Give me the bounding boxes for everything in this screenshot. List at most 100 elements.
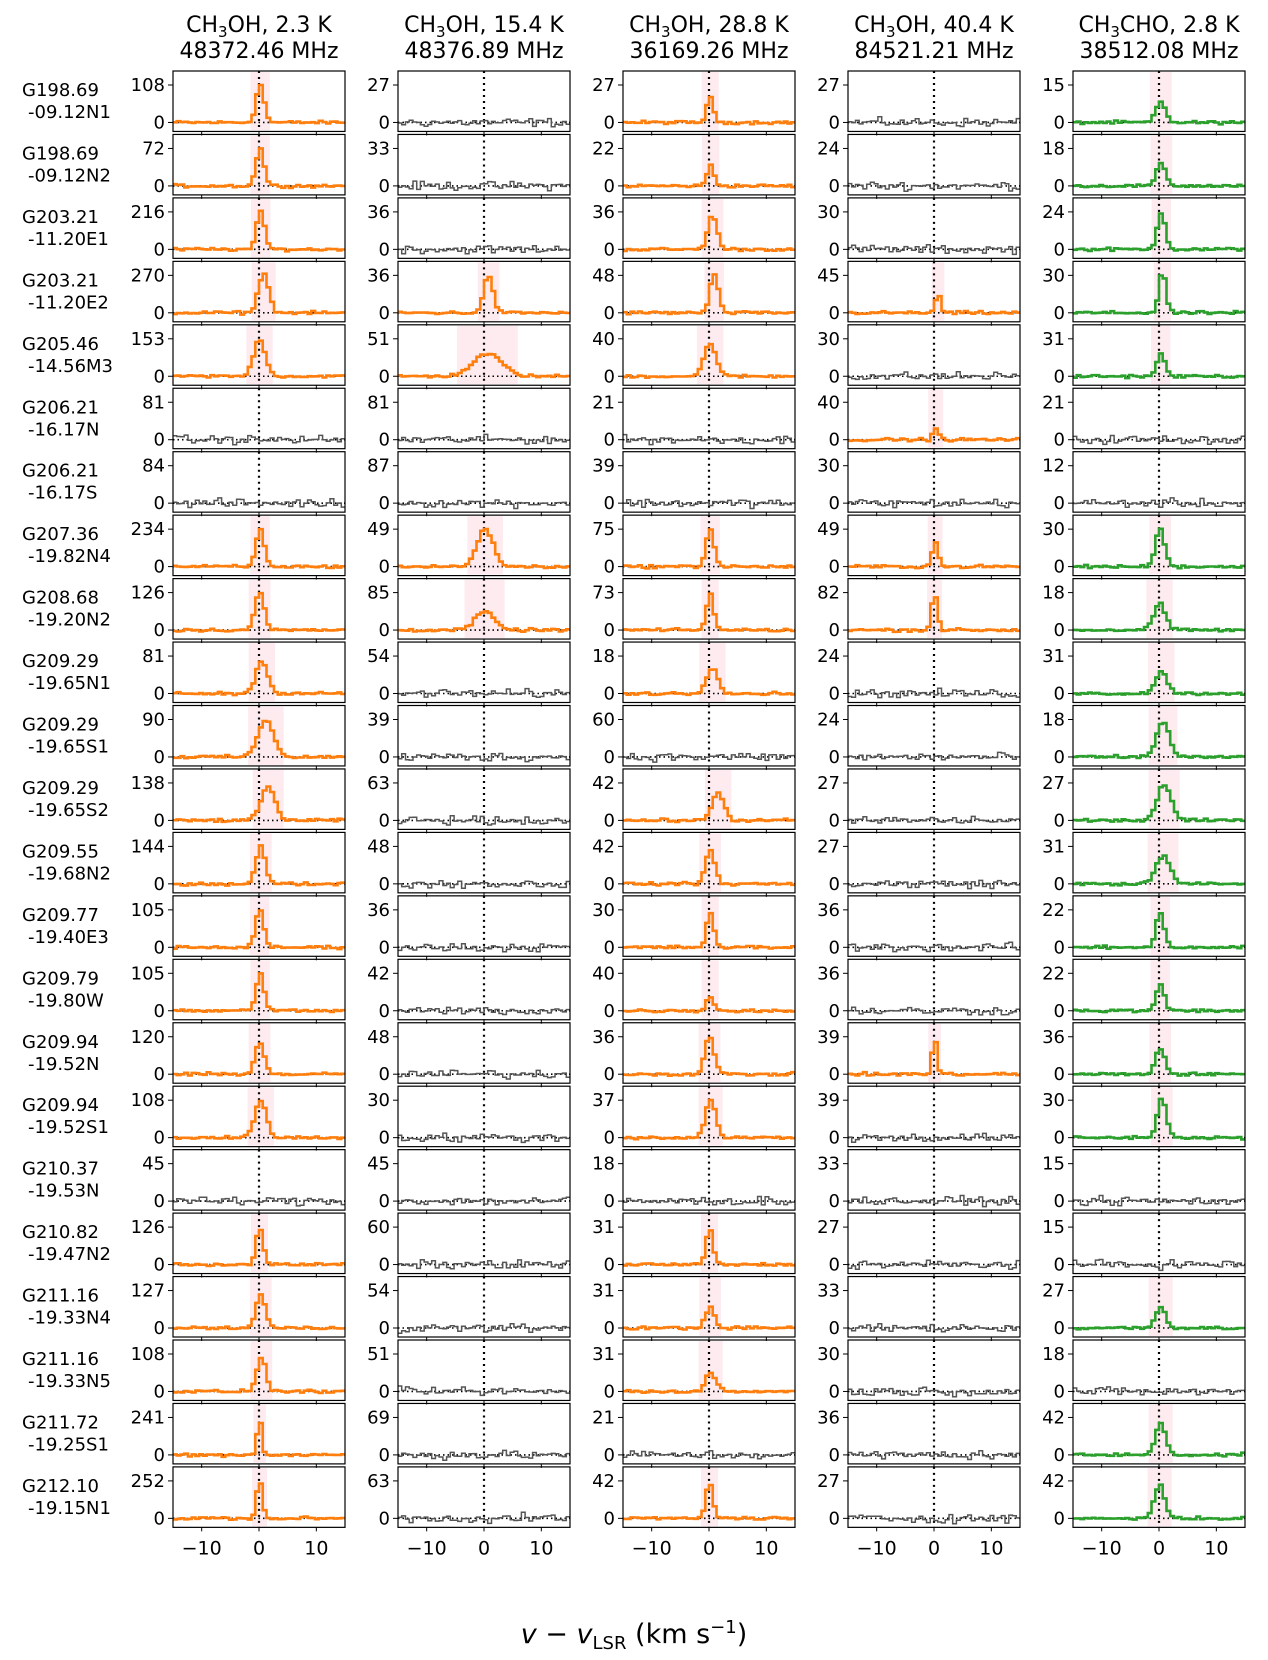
spectrum-trace bbox=[173, 909, 345, 951]
y-tick-label: 48 bbox=[367, 836, 390, 857]
column-frequency-3: 36169.26 MHz bbox=[629, 39, 788, 64]
y-tick-label: 0 bbox=[379, 430, 390, 451]
y-tick-label: 0 bbox=[829, 1318, 840, 1339]
y-tick-label: 0 bbox=[379, 1445, 390, 1466]
spectrum-trace bbox=[173, 1196, 345, 1207]
y-tick-label: 0 bbox=[154, 1255, 165, 1276]
spectrum-panel: 0 42 bbox=[592, 831, 796, 897]
y-tick-label: 39 bbox=[367, 710, 390, 731]
line-window bbox=[467, 516, 503, 575]
spectrum-trace bbox=[1073, 670, 1245, 697]
y-tick-label: 252 bbox=[131, 1471, 165, 1492]
y-tick-label: 0 bbox=[604, 874, 615, 895]
spectrum-trace bbox=[173, 209, 345, 253]
line-window bbox=[701, 198, 724, 258]
spectrum-panel: 0 27 bbox=[1042, 1275, 1246, 1341]
x-axes: −10 0 10 −10 0 10 −10 0 10 −10 0 10 −10 0 10 bbox=[182, 1537, 1229, 1559]
spectrum-panel: 0 18 bbox=[1042, 704, 1246, 770]
spectrum-panel: 0 27 bbox=[817, 831, 1021, 897]
spectrum-trace bbox=[623, 95, 795, 126]
spectrum-trace bbox=[848, 1386, 1020, 1398]
y-tick-label: 0 bbox=[154, 1445, 165, 1466]
y-tick-label: 0 bbox=[1054, 112, 1065, 133]
spectrum-panel: 0 39 bbox=[592, 451, 796, 517]
y-tick-label: 108 bbox=[131, 1090, 165, 1111]
source-label: G208.68 -19.20N2 bbox=[22, 588, 111, 631]
spectrum-panel: 0 37 bbox=[592, 1085, 796, 1151]
y-tick-label: 42 bbox=[1042, 1471, 1065, 1492]
source-label: G203.21 -11.20E2 bbox=[22, 270, 109, 313]
spectrum-panel: 0 24 bbox=[817, 641, 1021, 707]
column-frequency-2: 48376.89 MHz bbox=[404, 39, 563, 64]
spectrum-trace bbox=[848, 1259, 1020, 1270]
y-tick-label: 42 bbox=[367, 963, 390, 984]
y-tick-label: 0 bbox=[154, 1318, 165, 1339]
source-label: G211.72 -19.25S1 bbox=[22, 1412, 109, 1455]
spectrum-trace bbox=[173, 83, 345, 125]
y-tick-label: 0 bbox=[1054, 1255, 1065, 1276]
y-tick-label: 0 bbox=[154, 430, 165, 451]
y-tick-label: 0 bbox=[379, 1128, 390, 1149]
source-label: G209.94 -19.52N bbox=[22, 1032, 100, 1075]
y-tick-label: 82 bbox=[817, 583, 840, 604]
y-tick-label: 0 bbox=[154, 810, 165, 831]
spectrum-panel: 0 27 bbox=[817, 1212, 1021, 1278]
y-tick-label: 30 bbox=[817, 456, 840, 477]
spectrum-trace bbox=[623, 1229, 795, 1267]
y-tick-label: 24 bbox=[817, 646, 840, 667]
y-tick-label: 0 bbox=[829, 1445, 840, 1466]
y-tick-label: 72 bbox=[142, 138, 165, 159]
y-tick-label: 216 bbox=[131, 202, 165, 223]
y-tick-label: 81 bbox=[142, 392, 165, 413]
y-tick-label: 36 bbox=[592, 1027, 615, 1048]
y-tick-label: 0 bbox=[829, 557, 840, 578]
line-window bbox=[698, 1087, 723, 1146]
y-tick-label: 27 bbox=[817, 836, 840, 857]
y-tick-label: 45 bbox=[367, 1154, 390, 1175]
spectrum-panel: 0 39 bbox=[367, 704, 571, 770]
spectrum-trace bbox=[623, 996, 795, 1014]
spectrum-trace bbox=[848, 1006, 1020, 1016]
panel-frame bbox=[622, 1212, 796, 1275]
y-tick-label: 105 bbox=[131, 963, 165, 984]
y-tick-label: 40 bbox=[817, 392, 840, 413]
column-frequency-5: 38512.08 MHz bbox=[1079, 39, 1238, 64]
spectrum-panel: 0 40 bbox=[592, 958, 796, 1024]
source-label: G206.21 -16.17N bbox=[22, 397, 100, 440]
spectrum-trace bbox=[398, 1323, 570, 1334]
spectrum-trace bbox=[1073, 434, 1245, 446]
spectrum-trace bbox=[398, 499, 570, 510]
spectrum-panel: 0 42 bbox=[1042, 1466, 1246, 1532]
y-tick-label: 73 bbox=[592, 583, 615, 604]
spectrum-panel: 0 24 bbox=[817, 704, 1021, 770]
spectrum-trace bbox=[1073, 274, 1245, 316]
y-tick-label: 0 bbox=[379, 810, 390, 831]
x-tick-label: 0 bbox=[1153, 1537, 1165, 1559]
panel-frame bbox=[172, 1402, 346, 1465]
column-title-5: CH3CHO, 2.8 K bbox=[1078, 13, 1240, 41]
y-tick-label: 39 bbox=[817, 1090, 840, 1111]
y-tick-label: 0 bbox=[604, 366, 615, 387]
y-tick-label: 0 bbox=[1054, 1318, 1065, 1339]
y-tick-label: 31 bbox=[592, 1217, 615, 1238]
panel-frame bbox=[622, 1085, 796, 1148]
source-label: G209.94 -19.52S1 bbox=[22, 1095, 109, 1138]
y-tick-label: 60 bbox=[592, 710, 615, 731]
y-tick-label: 0 bbox=[829, 620, 840, 641]
spectrum-panel: 0 27 bbox=[817, 1466, 1021, 1532]
spectrum-trace bbox=[623, 791, 795, 824]
y-tick-label: 0 bbox=[379, 874, 390, 895]
spectrum-trace bbox=[1073, 1421, 1245, 1458]
column-frequency-1: 48372.46 MHz bbox=[179, 39, 338, 64]
y-tick-label: 0 bbox=[154, 1064, 165, 1085]
y-tick-label: 0 bbox=[154, 557, 165, 578]
spectrum-panel: 0 90 bbox=[142, 704, 346, 770]
y-tick-label: 0 bbox=[1054, 937, 1065, 958]
spectrum-panel: 0 48 bbox=[367, 831, 571, 897]
y-tick-label: 0 bbox=[154, 937, 165, 958]
y-tick-label: 36 bbox=[817, 1407, 840, 1428]
y-tick-label: 0 bbox=[379, 1191, 390, 1212]
spectrum-trace bbox=[848, 1040, 1020, 1077]
spectrum-trace bbox=[1073, 983, 1245, 1014]
